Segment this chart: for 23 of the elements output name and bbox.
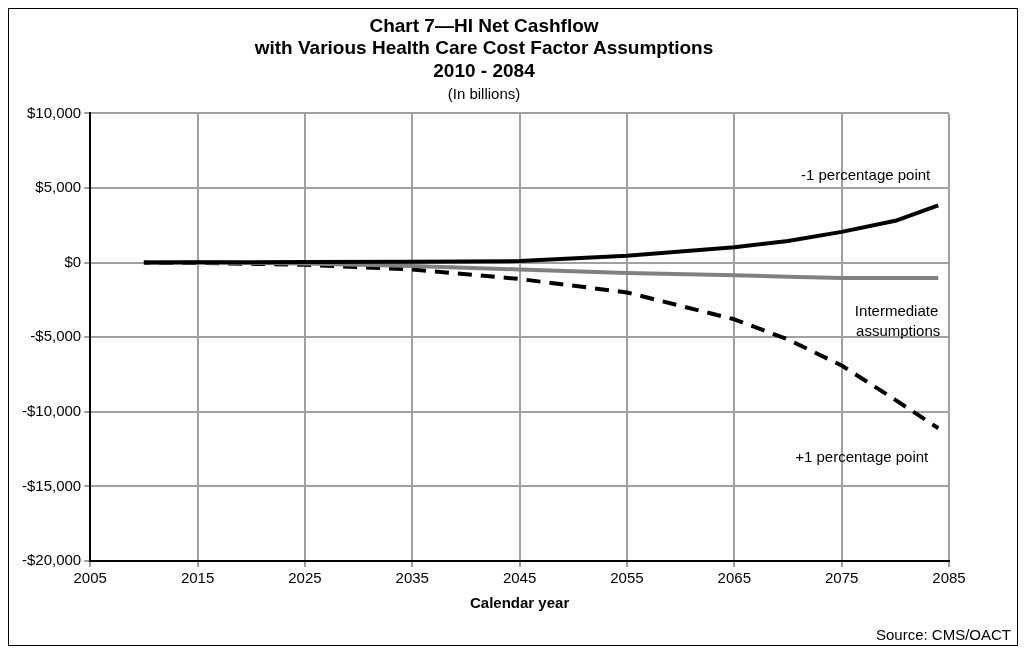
x-tick-label: 2075 (824, 569, 859, 587)
x-tick-label: 2065 (717, 569, 751, 587)
x-tick-label: 2025 (288, 569, 322, 587)
x-tick-label: 2045 (502, 569, 537, 587)
x-axis-title: Calendar year (469, 594, 570, 612)
x-tick-label: 2055 (610, 569, 644, 587)
y-tick-label: $5,000 (35, 178, 82, 196)
x-tick-label: 2035 (395, 569, 429, 587)
series-label: -1 percentage point (801, 166, 932, 184)
x-tick-label: 2085 (932, 569, 966, 587)
y-tick-label: -$20,000 (22, 551, 82, 569)
series-label: +1 percentage point (795, 447, 930, 465)
y-tick-label: $0 (64, 252, 82, 270)
y-tick-label: -$5,000 (30, 327, 82, 345)
x-tick-label: 2015 (180, 569, 215, 587)
series-label: Intermediate assumptions (854, 301, 941, 339)
x-tick-label: 2005 (73, 569, 107, 587)
y-tick-label: $10,000 (26, 103, 82, 121)
chart-title: Chart 7—HI Net Cashflow with Various Health Care Cost Factor Assumptions 2010 - 2084 (253, 14, 714, 82)
source-note: Source: CMS/OACT (875, 626, 1011, 643)
chart-subtitle: (In billions) (447, 84, 521, 102)
y-tick-label: -$15,000 (22, 476, 82, 494)
y-tick-label: -$10,000 (22, 401, 82, 419)
